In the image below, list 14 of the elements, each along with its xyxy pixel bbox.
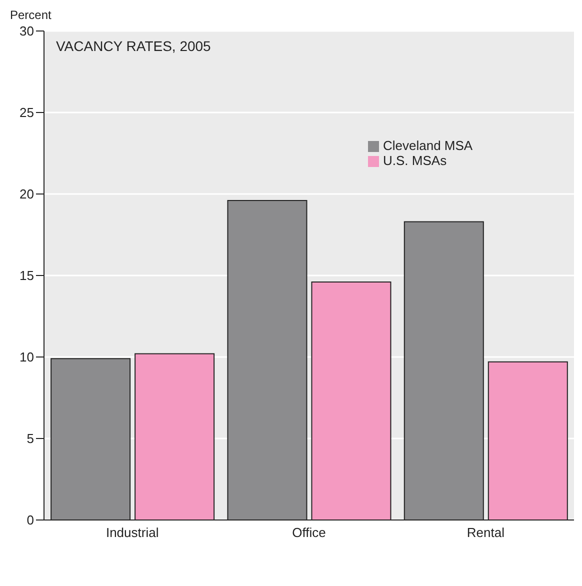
text: VACANCY RATES, 2005 — [56, 38, 211, 54]
legend-label: U.S. MSAs — [383, 153, 447, 168]
y-tick-label: 0 — [26, 512, 34, 528]
y-tick-label: 20 — [20, 186, 34, 202]
y-axis-title: Percent — [10, 8, 52, 22]
y-tick-label: 10 — [20, 350, 34, 365]
x-tick-label: Rental — [466, 525, 505, 540]
y-tick-label: 30 — [20, 24, 34, 39]
y-tick-label: 5 — [26, 431, 34, 446]
x-tick-label: Office — [292, 525, 326, 540]
x-tick-label: Industrial — [106, 525, 159, 540]
legend-label: Cleveland MSA — [383, 138, 473, 153]
y-tick-label: 15 — [20, 268, 34, 284]
y-tick-label: 25 — [20, 105, 34, 120]
